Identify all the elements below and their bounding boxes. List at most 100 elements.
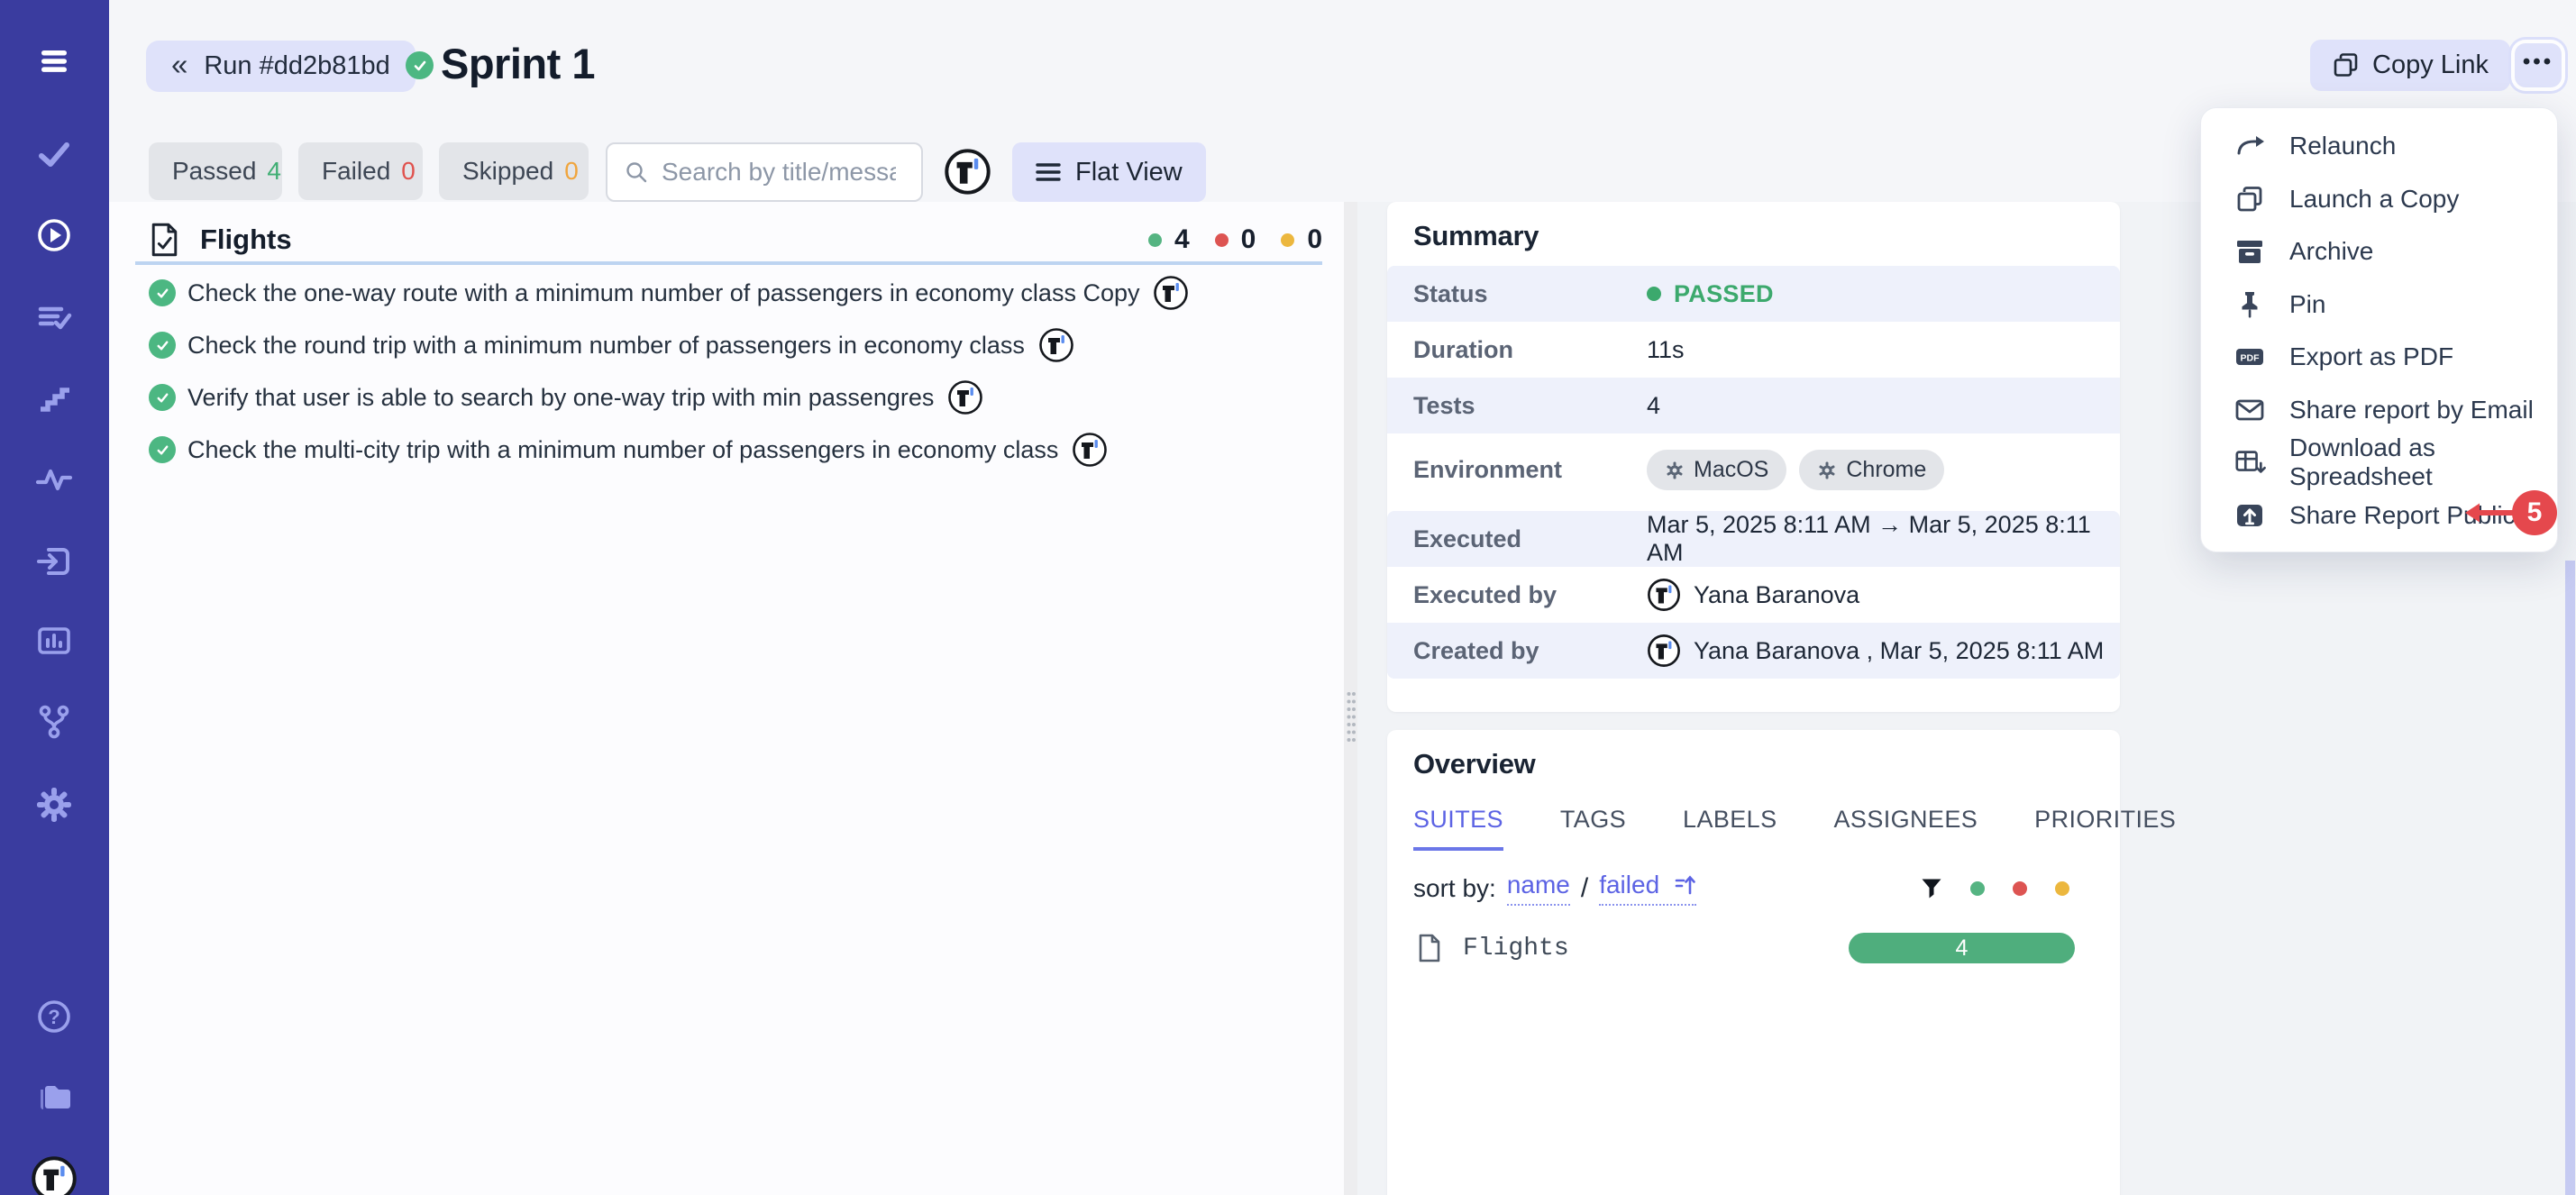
sort-by-name-link[interactable]: name: [1506, 871, 1570, 906]
menu-item-label: Export as PDF: [2289, 342, 2454, 371]
test-title: Verify that user is able to search by on…: [187, 383, 935, 411]
search-icon: [626, 162, 647, 183]
menu-item-label: Archive: [2289, 237, 2374, 266]
more-actions-menu: Relaunch Launch a Copy Archive Pin PDF E…: [2200, 107, 2558, 552]
help-question-icon[interactable]: ?: [34, 997, 74, 1036]
annotation-step-badge: 5: [2512, 490, 2557, 535]
tab-assignees[interactable]: ASSIGNEES: [1833, 806, 1978, 833]
tab-labels[interactable]: LABELS: [1683, 806, 1777, 833]
test-row[interactable]: Check the multi-city trip with a minimum…: [109, 424, 1344, 476]
runs-play-icon[interactable]: [34, 215, 74, 255]
status-dot-icon: [1647, 287, 1661, 301]
more-actions-button[interactable]: •••: [2515, 43, 2562, 87]
menu-item-download-as-spreadsheet[interactable]: Download as Spreadsheet: [2201, 433, 2557, 491]
filter-failed-chip[interactable]: Failed 0: [298, 142, 423, 200]
analytics-chart-icon[interactable]: [34, 621, 74, 661]
pin-icon: [2233, 288, 2266, 321]
panel-resizer-handle[interactable]: [1344, 202, 1357, 1195]
test-passed-icon: [149, 332, 176, 359]
docs-folder-icon[interactable]: [34, 1078, 74, 1117]
milestones-steps-icon[interactable]: [34, 379, 74, 419]
tests-label: Tests: [1413, 391, 1475, 419]
import-box-icon[interactable]: [34, 542, 74, 581]
menu-item-launch-a-copy[interactable]: Launch a Copy: [2201, 173, 2557, 226]
run-passed-status-icon: [406, 51, 434, 79]
testomat-badge-icon[interactable]: [1072, 432, 1108, 468]
suite-doc-check-icon: [151, 223, 178, 257]
failed-dot-icon: [1214, 233, 1229, 247]
executed-label: Executed: [1413, 525, 1522, 552]
suite-counts: 4 0 0: [1147, 224, 1322, 255]
testomat-badge-icon[interactable]: [1038, 327, 1074, 363]
environment-badge-macos[interactable]: MacOS: [1647, 450, 1787, 490]
doc-icon: [1419, 934, 1440, 962]
copy-link-button[interactable]: Copy Link: [2310, 40, 2510, 91]
testomat-badge-icon[interactable]: [947, 379, 983, 415]
search-input[interactable]: [662, 158, 896, 187]
filter-passed-chip[interactable]: Passed 4: [149, 142, 282, 200]
skipped-dot-icon: [1281, 233, 1295, 247]
suite-passed-count: 4: [1174, 224, 1190, 254]
menu-item-label: Download as Spreadsheet: [2289, 433, 2435, 491]
filter-skipped-chip[interactable]: Skipped 0: [439, 142, 589, 200]
back-to-run-button[interactable]: « Run #dd2b81bd: [146, 41, 416, 92]
results-list-icon[interactable]: [34, 298, 74, 338]
legend-passed-dot-icon[interactable]: [1970, 880, 1985, 896]
share-publicly-icon: [2233, 499, 2266, 532]
suite-divider: [135, 261, 1322, 265]
menu-item-label: Relaunch: [2289, 132, 2397, 160]
filter-funnel-icon[interactable]: [1921, 878, 1942, 899]
test-row[interactable]: Check the round trip with a minimum numb…: [109, 319, 1344, 371]
menu-item-archive[interactable]: Archive: [2201, 225, 2557, 278]
summary-row-status: Status PASSED: [1387, 266, 2120, 322]
tab-suites[interactable]: SUITES: [1413, 806, 1503, 851]
activity-pulse-icon[interactable]: [34, 461, 74, 500]
overview-suite-row[interactable]: Flights 4: [1418, 933, 2075, 963]
testomat-badge-icon[interactable]: [1153, 275, 1189, 311]
executed-by-value: Yana Baranova: [1694, 580, 1860, 608]
menu-item-export-as-pdf[interactable]: PDF Export as PDF: [2201, 331, 2557, 384]
tests-check-icon[interactable]: [34, 134, 74, 174]
svg-text:PDF: PDF: [2241, 353, 2261, 364]
summary-row-tests: Tests 4: [1387, 378, 2120, 433]
test-row[interactable]: Check the one-way route with a minimum n…: [109, 267, 1344, 319]
assignee-filter-avatar[interactable]: [944, 148, 991, 196]
tab-tags[interactable]: TAGS: [1559, 806, 1627, 833]
menu-item-relaunch[interactable]: Relaunch: [2201, 120, 2557, 173]
flat-view-button[interactable]: Flat View: [1012, 142, 1206, 202]
git-branch-icon[interactable]: [34, 702, 74, 742]
legend-skipped-dot-icon[interactable]: [2055, 880, 2069, 896]
summary-row-executed-by: Executed by Yana Baranova: [1387, 567, 2120, 623]
summary-row-created-by: Created by Yana Baranova , Mar 5, 2025 8…: [1387, 623, 2120, 679]
sort-separator: /: [1580, 872, 1589, 903]
archive-icon: [2233, 235, 2266, 268]
environment-chrome-label: Chrome: [1846, 457, 1927, 482]
workspace-avatar[interactable]: [31, 1155, 78, 1195]
summary-row-executed: Executed Mar 5, 2025 8:11 AM → Mar 5, 20…: [1387, 511, 2120, 567]
suite-passed-bar[interactable]: 4: [1849, 933, 2075, 963]
suite-name: Flights: [200, 223, 292, 255]
created-by-value: Yana Baranova , Mar 5, 2025 8:11 AM: [1694, 636, 2105, 664]
settings-gear-icon[interactable]: [34, 785, 74, 825]
test-passed-icon: [149, 436, 176, 463]
copy-link-label: Copy Link: [2372, 50, 2489, 79]
email-icon: [2233, 394, 2266, 426]
tab-priorities[interactable]: PRIORITIES: [2034, 806, 2177, 833]
test-title: Check the one-way route with a minimum n…: [187, 278, 1140, 306]
menu-icon[interactable]: [34, 41, 74, 81]
suite-header[interactable]: Flights 4 0 0: [149, 218, 1322, 261]
legend-failed-dot-icon[interactable]: [2013, 880, 2027, 896]
vertical-scrollbar[interactable]: [2565, 561, 2575, 1195]
menu-item-share-report-by-email[interactable]: Share report by Email: [2201, 384, 2557, 437]
menu-item-pin[interactable]: Pin: [2201, 278, 2557, 332]
environment-badge-chrome[interactable]: Chrome: [1799, 450, 1945, 490]
overview-tabs: SUITES TAGS LABELS ASSIGNEES PRIORITIES: [1413, 806, 2176, 851]
skipped-count: 0: [564, 157, 579, 185]
gear-icon: [1819, 461, 1835, 479]
page-title: Sprint 1: [441, 40, 595, 87]
copy-icon: [2334, 53, 2358, 77]
sort-by-failed-link[interactable]: failed: [1599, 871, 1697, 906]
test-row[interactable]: Verify that user is able to search by on…: [109, 371, 1344, 424]
relaunch-icon: [2233, 130, 2266, 162]
menu-item-share-report-publicly[interactable]: Share Report Publicly: [2201, 489, 2557, 543]
